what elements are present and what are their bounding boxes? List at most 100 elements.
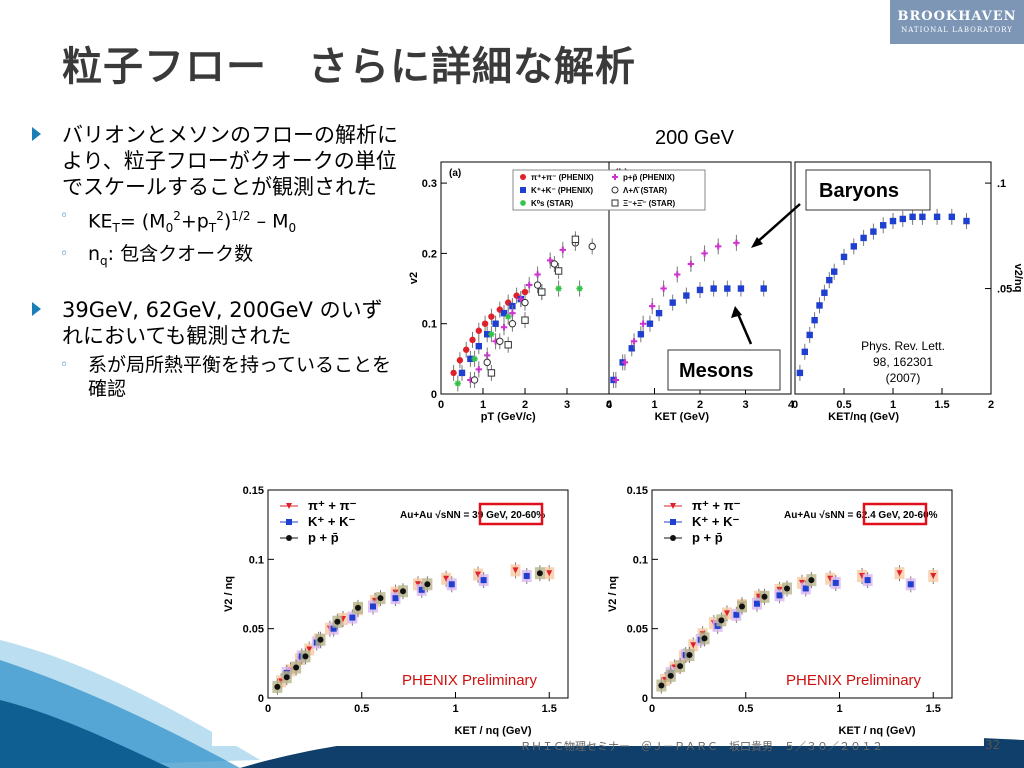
data-point	[392, 595, 399, 602]
data-point	[418, 586, 425, 593]
x-axis-label: KET (GeV)	[655, 411, 710, 423]
data-point	[667, 672, 674, 679]
sub-bullet-marker-icon: ◦	[60, 356, 69, 373]
data-point	[963, 217, 970, 225]
legend-label: π⁺+π⁻ (PHENIX)	[531, 173, 594, 182]
legend-label: π⁺ + π⁻	[692, 498, 741, 513]
nq-q: q	[100, 253, 108, 268]
data-point	[488, 331, 495, 338]
data-point	[850, 243, 857, 250]
x-tick-label: 4	[788, 399, 795, 411]
data-point	[526, 281, 533, 289]
bullet-text-2: 39GeV, 62GeV, 200GeV のいずれにおいても観測された	[62, 297, 383, 348]
data-point	[521, 298, 529, 307]
ke-minus: – M	[250, 210, 289, 233]
panel-label: (a)	[449, 168, 461, 179]
legend-label: Ξ⁻+Ξ̄⁻ (STAR)	[623, 199, 675, 208]
bullet-marker-icon	[32, 301, 41, 316]
x-tick-label: 3	[742, 399, 748, 411]
data-point	[492, 320, 499, 327]
y-tick-label: 0.05	[627, 624, 648, 636]
data-point	[448, 581, 455, 588]
data-point	[649, 302, 656, 310]
chart-bottom-39: 0 0.5 1 1.5 0 0.05 0.1 0.15 KET / nq (GeV) V2 / n…	[223, 485, 569, 737]
data-point	[948, 213, 955, 221]
chart-title: Au+Au √sNN = 62.4 GeV, 20-60%	[784, 510, 938, 521]
data-point	[443, 575, 450, 582]
data-point	[355, 604, 361, 611]
top-legend	[512, 169, 706, 211]
data-point	[760, 285, 767, 292]
energy-label: 200 GeV	[655, 127, 735, 149]
data-point	[512, 567, 519, 574]
legend-marker	[520, 200, 526, 206]
ke-text: KE	[88, 210, 113, 233]
ke-m0-sub: 0	[165, 221, 174, 236]
x-tick-label: 1	[836, 703, 842, 715]
y-tick-label: 0.05	[243, 624, 264, 636]
data-point	[302, 653, 309, 660]
ke-sq1: 2	[173, 209, 181, 223]
data-point	[899, 215, 906, 223]
data-point	[334, 618, 341, 625]
x-tick-label: 1	[651, 399, 657, 411]
legend-marker	[286, 535, 292, 541]
data-point	[483, 358, 491, 367]
sub-bullet-equilibrium: ◦ 系が局所熱平衡を持っていることを確認	[30, 353, 400, 401]
data-point	[637, 331, 645, 338]
data-point	[801, 348, 808, 356]
y-tick-label: 0.2	[422, 248, 437, 260]
data-point	[724, 285, 731, 292]
y-tick-label: 0	[258, 693, 264, 705]
data-point	[674, 271, 681, 278]
data-point	[546, 570, 553, 577]
legend-label: K⁺+K⁻ (PHENIX)	[531, 186, 593, 195]
x-tick-label: 2	[522, 399, 528, 411]
data-point	[554, 267, 563, 275]
legend-label: Λ+Λ̄ (STAR)	[623, 186, 667, 195]
y-tick-label: 0	[642, 693, 648, 705]
data-point	[669, 299, 676, 306]
data-point	[463, 346, 470, 353]
data-point	[621, 359, 629, 366]
y-tick-label: 0.1	[422, 319, 437, 331]
data-point	[400, 588, 406, 595]
y-tick-label: 0.1	[249, 554, 264, 566]
prelim-label-left: PHENIX Preliminary	[402, 672, 538, 689]
legend-label: K⁺ + K⁻	[308, 514, 355, 529]
data-point	[907, 581, 914, 588]
sub-bullet-marker-icon: ◦	[60, 246, 69, 263]
data-point	[816, 302, 823, 309]
data-point	[456, 357, 464, 364]
data-point	[870, 228, 877, 235]
data-point	[733, 611, 740, 618]
y-axis-label: v2/nq	[1012, 264, 1024, 293]
brookhaven-logo: BROOKHAVEN NATIONAL LABORATORY	[890, 0, 1024, 44]
legend-label: K⁺ + K⁻	[692, 514, 739, 529]
data-point	[687, 260, 695, 268]
y-tick-label: 0.15	[627, 485, 648, 497]
data-point	[559, 246, 566, 254]
data-point	[840, 253, 848, 261]
x-tick-label: 1	[890, 399, 896, 411]
x-tick-label: 0.5	[354, 703, 369, 715]
data-point	[500, 309, 508, 317]
nq-text: : 包含クオーク数	[107, 243, 254, 266]
page-number: 32	[985, 738, 1001, 752]
legend-label: K⁰s (STAR)	[531, 199, 574, 208]
data-point	[517, 295, 524, 303]
data-point	[509, 309, 516, 317]
data-point	[283, 674, 290, 681]
data-point	[469, 336, 476, 344]
sub-bullet-ke: ◦ KET= (M02+pT2)1/2 – M0	[30, 204, 400, 240]
x-tick-label: 0.5	[836, 399, 851, 411]
data-point	[690, 642, 697, 649]
data-point	[686, 652, 693, 659]
data-point	[826, 276, 833, 284]
y-axis-label: V2 / nq	[223, 576, 235, 612]
data-point	[521, 288, 529, 296]
ke-half: 1/2	[231, 209, 251, 223]
x-tick-label: 1	[480, 399, 486, 411]
x-tick-label: 0.5	[738, 703, 753, 715]
data-point	[630, 338, 638, 345]
